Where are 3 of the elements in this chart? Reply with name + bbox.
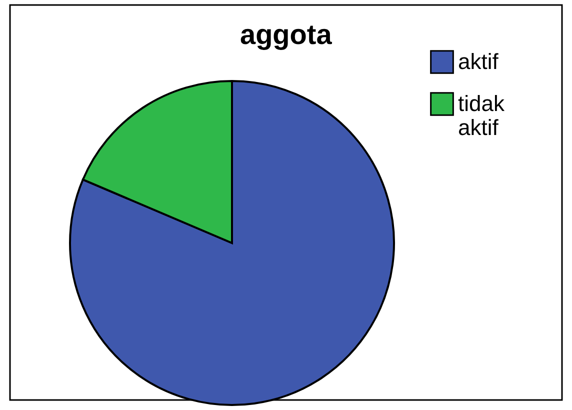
legend-label: aktif bbox=[458, 49, 500, 74]
legend-label: tidak aktif bbox=[458, 91, 506, 140]
chart-title: aggota bbox=[240, 19, 332, 50]
